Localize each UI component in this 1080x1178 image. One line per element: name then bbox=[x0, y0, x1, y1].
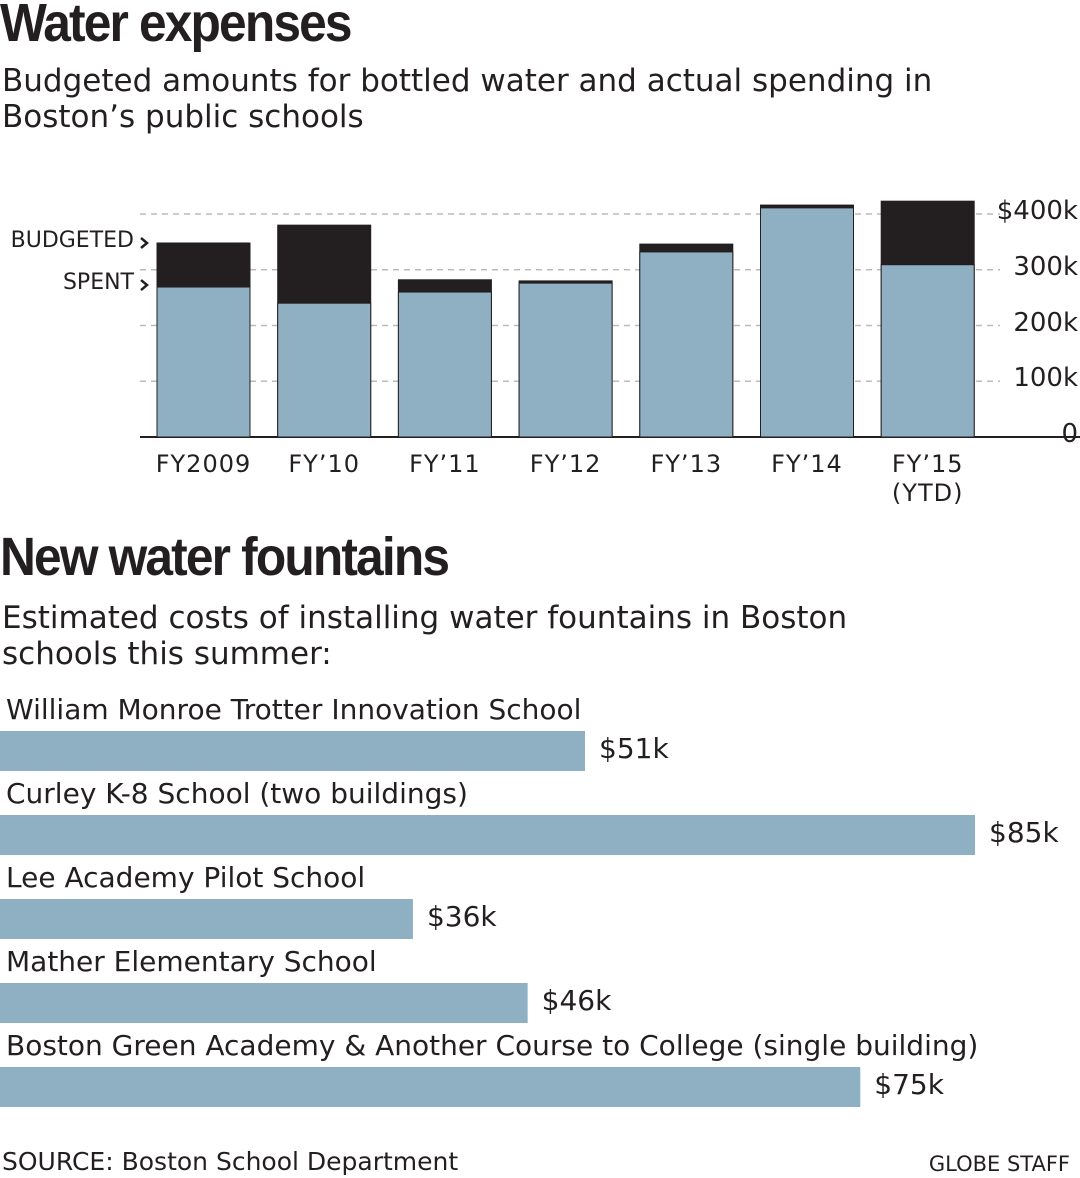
legend-label: SPENT bbox=[62, 270, 134, 296]
credit: GLOBE STAFF bbox=[928, 1152, 1070, 1176]
bar bbox=[639, 251, 734, 438]
bar bbox=[880, 264, 975, 438]
category-label: Mather Elementary School bbox=[6, 945, 377, 978]
x-tick-label: FY’13 bbox=[650, 450, 723, 478]
bar bbox=[0, 983, 528, 1023]
x-tick-label: FY2009 bbox=[155, 450, 252, 478]
category-label: Curley K-8 School (two buildings) bbox=[6, 777, 468, 810]
value-label: $75k bbox=[874, 1068, 944, 1101]
legend-label: BUDGETED bbox=[10, 227, 134, 253]
x-tick-label: FY’10 bbox=[288, 450, 360, 478]
category-label: William Monroe Trotter Innovation School bbox=[6, 693, 582, 726]
bar bbox=[0, 899, 413, 939]
bar bbox=[0, 1067, 861, 1107]
y-tick-label: 200k bbox=[1013, 307, 1078, 338]
category-label: Boston Green Academy & Another Course to… bbox=[6, 1029, 979, 1062]
bar bbox=[518, 282, 613, 438]
source: SOURCE: Boston School Department bbox=[2, 1147, 459, 1176]
x-tick-label: FY’15 (YTD) bbox=[891, 450, 964, 507]
y-tick-label: 100k bbox=[1013, 363, 1078, 394]
legend-chevron bbox=[140, 279, 149, 291]
value-label: $36k bbox=[426, 900, 497, 933]
chart-title: Water expenses bbox=[0, 0, 353, 53]
chart-subtitle: Estimated costs of installing water foun… bbox=[2, 600, 848, 672]
x-tick-label: FY’11 bbox=[409, 450, 481, 478]
x-tick-label: FY’12 bbox=[529, 450, 602, 478]
category-label: Lee Academy Pilot School bbox=[6, 861, 366, 894]
x-tick-label: FY’14 bbox=[771, 450, 843, 478]
value-label: $85k bbox=[989, 816, 1059, 849]
value-label: $46k bbox=[541, 984, 612, 1017]
bar bbox=[397, 291, 492, 438]
bar bbox=[277, 302, 372, 438]
y-tick-label: 0 bbox=[1061, 419, 1078, 449]
bar bbox=[0, 731, 585, 771]
y-tick-label: $400k bbox=[996, 196, 1078, 226]
y-tick-label: 300k bbox=[1013, 251, 1078, 282]
bar bbox=[156, 286, 251, 438]
bar bbox=[0, 815, 975, 855]
legend-chevron bbox=[140, 237, 149, 249]
chart-title: New water fountains bbox=[0, 527, 450, 587]
value-label: $51k bbox=[599, 732, 669, 765]
bar bbox=[760, 207, 854, 438]
chart-subtitle: Budgeted amounts for bottled water and a… bbox=[2, 63, 933, 135]
